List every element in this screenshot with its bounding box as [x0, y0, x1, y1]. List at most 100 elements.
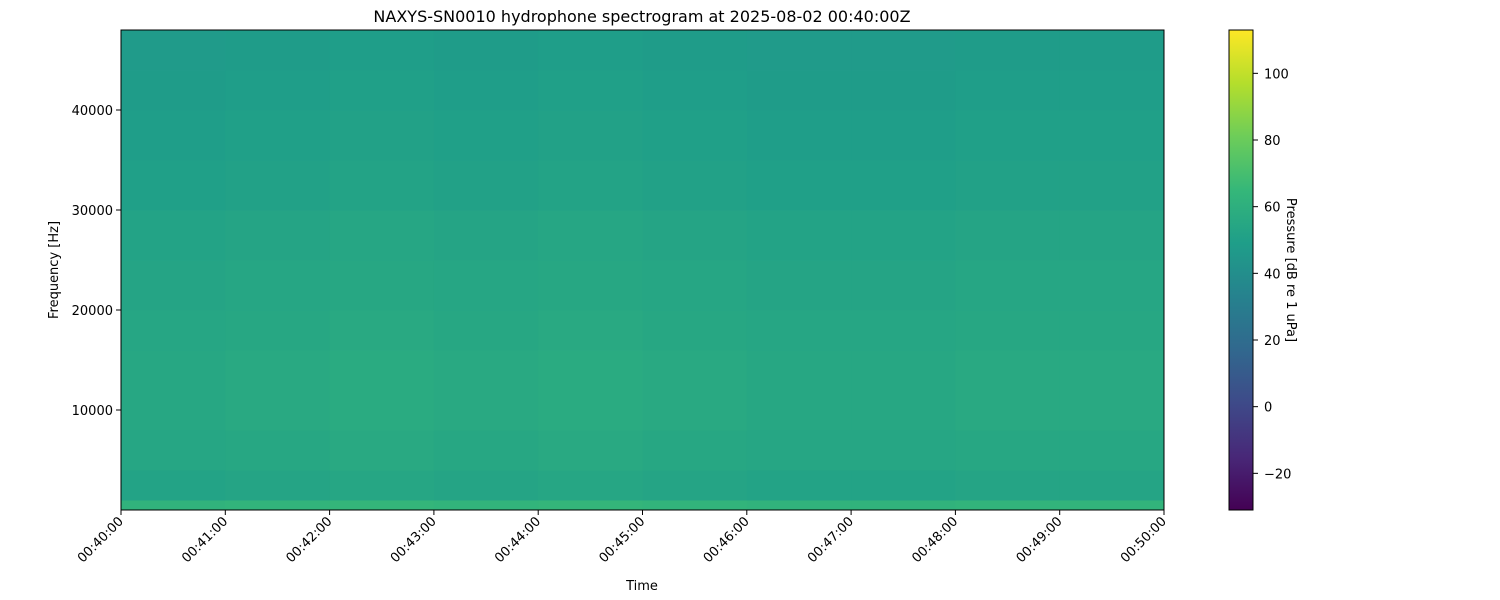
heatmap-cell	[433, 310, 539, 351]
heatmap-cell	[955, 70, 1061, 111]
heatmap-cell	[329, 310, 435, 351]
heatmap-cell	[225, 350, 331, 391]
heatmap-cell	[121, 310, 226, 351]
heatmap-cell	[329, 30, 435, 71]
heatmap-cell	[225, 70, 331, 111]
heatmap-cell	[538, 310, 643, 351]
heatmap-cell	[1059, 390, 1165, 431]
heatmap-cell	[851, 30, 956, 71]
heatmap-cell	[538, 390, 643, 431]
heatmap-cell	[642, 470, 748, 501]
colorbar-tick-label: −20	[1264, 467, 1291, 482]
heatmap-cell	[225, 500, 331, 511]
x-tick-label: 00:42:00	[284, 514, 336, 566]
heatmap-cell	[851, 110, 956, 161]
heatmap-cell	[746, 390, 852, 431]
heatmap-cell	[955, 430, 1061, 471]
heatmap-cell	[225, 210, 331, 261]
heatmap-cell	[121, 260, 226, 311]
heatmap-cell	[225, 160, 331, 211]
heatmap-cell	[121, 500, 226, 511]
heatmap-cell	[642, 500, 748, 511]
heatmap-cell	[955, 110, 1061, 161]
colorbar-tick-label: 60	[1264, 201, 1281, 216]
heatmap-cell	[1059, 500, 1165, 511]
heatmap-cell	[329, 110, 435, 161]
heatmap-cell	[538, 30, 643, 71]
x-axis-label: Time	[625, 579, 658, 594]
heatmap-cell	[433, 430, 539, 471]
colorbar-tick-label: 100	[1264, 67, 1289, 82]
heatmap-cell	[329, 350, 435, 391]
heatmap-cell	[538, 350, 643, 391]
heatmap-cell	[121, 30, 226, 71]
heatmap-cell	[538, 470, 643, 501]
heatmap-cell	[433, 390, 539, 431]
heatmap-cell	[538, 500, 643, 511]
heatmap-cell	[1059, 350, 1165, 391]
heatmap-cell	[538, 210, 643, 261]
heatmap-cell	[121, 470, 226, 501]
heatmap-cell	[1059, 430, 1165, 471]
colorbar-ticks: −20 0 20 40 60 80 100	[1253, 67, 1291, 482]
heatmap-cell	[1059, 160, 1165, 211]
heatmap-cell	[955, 210, 1061, 261]
heatmap-cell	[225, 390, 331, 431]
heatmap-cell	[642, 310, 748, 351]
x-tick-label: 00:41:00	[179, 514, 231, 566]
heatmap-cell	[433, 70, 539, 111]
x-tick-label: 00:50:00	[1118, 514, 1170, 566]
heatmap-cell	[538, 110, 643, 161]
heatmap-cell	[851, 70, 956, 111]
chart-title: NAXYS-SN0010 hydrophone spectrogram at 2…	[373, 7, 910, 26]
x-tick-label: 00:47:00	[805, 514, 857, 566]
heatmap-cell	[851, 470, 956, 501]
heatmap-cell	[225, 260, 331, 311]
heatmap-cell	[1059, 70, 1165, 111]
heatmap-cell	[538, 70, 643, 111]
heatmap-cell	[329, 470, 435, 501]
colorbar-tick-label: 40	[1264, 267, 1281, 282]
heatmap-cell	[538, 160, 643, 211]
heatmap-cell	[642, 160, 748, 211]
heatmap-cell	[955, 310, 1061, 351]
heatmap-cell	[1059, 30, 1165, 71]
heatmap-cell	[121, 350, 226, 391]
heatmap-cell	[1059, 110, 1165, 161]
heatmap-cell	[433, 210, 539, 261]
heatmap-cell	[329, 500, 435, 511]
heatmap-cell	[1059, 210, 1165, 261]
y-tick-label: 10000	[72, 404, 113, 419]
x-axis: 00:40:00 00:41:00 00:42:00 00:43:00 00:44:00…	[75, 510, 1170, 566]
heatmap-cell	[225, 310, 331, 351]
heatmap-cell	[538, 430, 643, 471]
heatmap-cell	[746, 110, 852, 161]
heatmap-cell	[955, 350, 1061, 391]
heatmap-cell	[329, 260, 435, 311]
heatmap-cell	[746, 350, 852, 391]
heatmap-cell	[642, 350, 748, 391]
heatmap-cell	[642, 70, 748, 111]
heatmap-cell	[851, 160, 956, 211]
heatmap-cell	[851, 430, 956, 471]
colorbar-tick-label: 80	[1264, 134, 1281, 149]
heatmap-cell	[746, 500, 852, 511]
heatmap-cell	[1059, 260, 1165, 311]
heatmap-cell	[433, 110, 539, 161]
heatmap-cells	[121, 30, 1165, 511]
heatmap-cell	[642, 210, 748, 261]
heatmap-cell	[642, 30, 748, 71]
heatmap-cell	[851, 260, 956, 311]
heatmap-cell	[329, 70, 435, 111]
heatmap-cell	[746, 210, 852, 261]
colorbar-tick-label: 0	[1264, 401, 1272, 416]
heatmap-cell	[329, 430, 435, 471]
heatmap-cell	[121, 70, 226, 111]
heatmap-cell	[642, 390, 748, 431]
heatmap-cell	[851, 350, 956, 391]
heatmap-cell	[746, 310, 852, 351]
heatmap-cell	[433, 30, 539, 71]
heatmap-cell	[121, 160, 226, 211]
